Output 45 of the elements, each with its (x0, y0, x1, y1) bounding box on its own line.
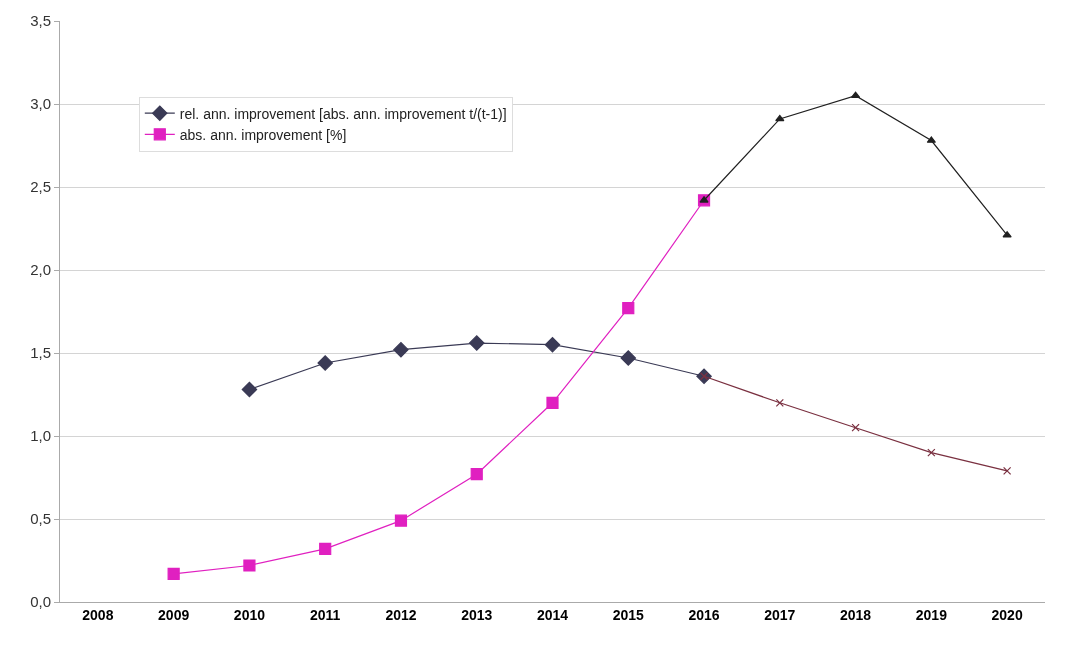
point (1002, 231, 1012, 238)
y-tick-label: 0,5 (30, 510, 51, 528)
x-tick-label: 2010 (233, 606, 266, 623)
y-tick-label: 2,5 (30, 178, 51, 196)
x-tick-label: 2014 (536, 606, 569, 623)
y-tick-label: 3,5 (30, 12, 51, 30)
x-tick-label: 2008 (82, 606, 114, 623)
y-tick-label: 0,0 (30, 593, 51, 611)
point (775, 398, 784, 407)
x-tick-label: 2011 (310, 606, 341, 623)
x-tick-label: 2017 (764, 606, 796, 623)
point (851, 423, 860, 432)
x-tick-label: 2020 (991, 606, 1023, 623)
x-tick-label: 2009 (158, 606, 190, 623)
point (241, 381, 258, 398)
point (243, 559, 256, 572)
x-tick-label: 2013 (461, 606, 493, 623)
point (546, 396, 559, 409)
x-tick-label: 2015 (612, 606, 645, 623)
x-tick-label: 2019 (915, 606, 948, 623)
point (544, 336, 561, 353)
y-tick-label: 1,5 (30, 344, 51, 362)
point (317, 355, 333, 371)
x-tick-label: 2012 (385, 606, 417, 623)
x-tick-label: 2016 (688, 606, 720, 623)
point (620, 350, 637, 366)
point (775, 114, 785, 122)
point (622, 302, 635, 315)
x-tick-label: 2018 (840, 606, 872, 623)
legend-label: rel. ann. improvement [abs. ann. improvement t/(t-1)] (179, 105, 507, 122)
point (470, 468, 483, 481)
y-tick-label: 3,0 (30, 95, 51, 113)
point (393, 341, 409, 358)
point (699, 196, 709, 203)
point (927, 448, 936, 457)
point (468, 335, 485, 351)
legend-label: abs. ann. improvement [%] (179, 126, 347, 143)
point (850, 91, 861, 99)
point (1003, 466, 1012, 475)
point (167, 567, 180, 580)
point (394, 514, 408, 527)
y-tick-label: 2,0 (30, 261, 51, 279)
point (926, 136, 936, 143)
point (319, 542, 332, 555)
y-tick-label: 1,0 (30, 427, 51, 445)
